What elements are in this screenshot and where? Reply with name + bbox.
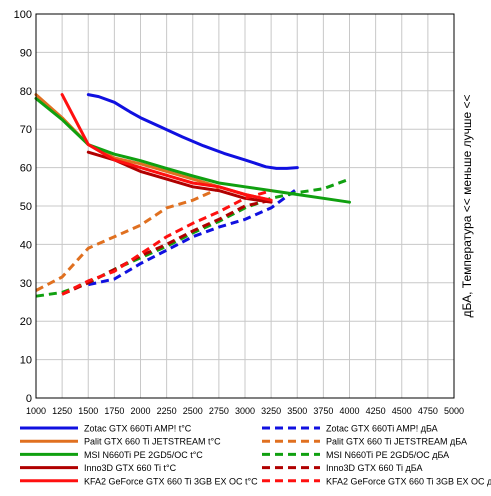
x-tick-label: 2500 xyxy=(183,406,203,416)
y-tick-label: 80 xyxy=(20,86,32,98)
x-tick-label: 4500 xyxy=(392,406,412,416)
y-tick-label: 60 xyxy=(20,163,32,175)
series-line xyxy=(35,187,220,292)
series-line xyxy=(87,187,299,287)
x-tick-label: 3750 xyxy=(313,406,333,416)
legend-label: KFA2 GeForce GTX 660 Ti 3GB EX OC t°C xyxy=(84,476,258,486)
x-tick-label: 4000 xyxy=(339,406,359,416)
x-tick-label: 3500 xyxy=(287,406,307,416)
x-tick-label: 4750 xyxy=(418,406,438,416)
x-tick-label: 2000 xyxy=(130,406,150,416)
legend-label: MSI N660Ti PE 2GD5/OC дБА xyxy=(326,450,449,460)
x-tick-label: 3000 xyxy=(235,406,255,416)
plot-frame xyxy=(35,13,455,399)
series-line xyxy=(86,93,299,170)
x-tick-label: 3250 xyxy=(261,406,281,416)
legend-label: KFA2 GeForce GTX 660 Ti 3GB EX OC дБА xyxy=(326,476,491,486)
y-tick-label: 0 xyxy=(26,393,32,405)
legend-label: Palit GTX 660 Ti JETSTREAM дБА xyxy=(326,437,467,447)
x-tick-label: 4250 xyxy=(366,406,386,416)
x-tick-label: 5000 xyxy=(444,406,464,416)
y-tick-label: 50 xyxy=(20,201,32,213)
series-line xyxy=(61,189,272,296)
y-tick-label: 70 xyxy=(20,124,32,136)
x-tick-label: 1000 xyxy=(26,406,46,416)
legend-label: Inno3D GTX 660 Ti дБА xyxy=(326,463,423,473)
y-tick-label: 20 xyxy=(20,316,32,328)
series-lines xyxy=(34,93,351,298)
legend-label: Zotac GTX 660Ti AMP! дБА xyxy=(326,424,438,434)
legend: Zotac GTX 660Ti AMP! t°C Zotac GTX 660Ti … xyxy=(20,424,491,486)
x-tick-label: 1500 xyxy=(78,406,98,416)
legend-label: Zotac GTX 660Ti AMP! t°C xyxy=(84,424,192,434)
legend-label: Inno3D GTX 660 Ti t°C xyxy=(84,463,177,473)
legend-label: Palit GTX 660 Ti JETSTREAM t°C xyxy=(84,437,221,447)
y-tick-label: 30 xyxy=(20,278,32,290)
tick-labels: 0 10 20 30 40 50 60 70 80 90 100 1000 1250 1500 1750 20… xyxy=(14,9,464,416)
y-tick-label: 40 xyxy=(20,239,32,251)
y-axis-label: дБА, Температура << меньше лучше << xyxy=(460,95,474,318)
x-tick-label: 1250 xyxy=(52,406,72,416)
series-line xyxy=(60,93,273,202)
y-tick-label: 100 xyxy=(14,9,32,21)
legend-label: MSI N660Ti PE 2GD5/OC t°C xyxy=(84,450,203,460)
x-tick-label: 2250 xyxy=(157,406,177,416)
y-tick-label: 10 xyxy=(20,355,32,367)
x-tick-label: 1750 xyxy=(104,406,124,416)
x-tick-label: 2750 xyxy=(209,406,229,416)
y-tick-label: 90 xyxy=(20,47,32,59)
